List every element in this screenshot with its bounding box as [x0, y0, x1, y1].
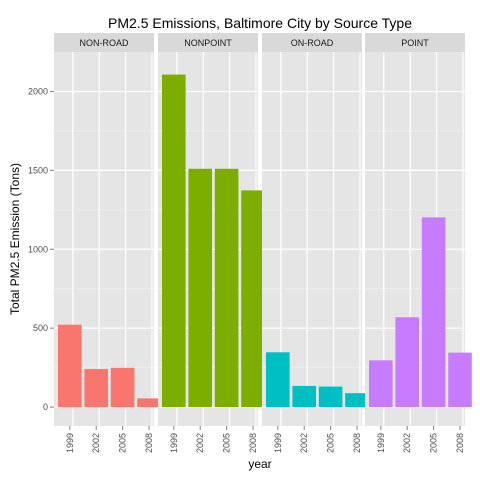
y-tick-label: 1500: [28, 165, 48, 175]
facet-strip: [262, 33, 362, 52]
x-tick-label: 2008: [144, 433, 154, 453]
bar: [137, 398, 161, 408]
x-tick-label: 2005: [326, 433, 336, 453]
facet-strip-label: NONPOINT: [184, 38, 232, 48]
bar: [292, 385, 316, 408]
y-axis-title: Total PM2.5 Emission (Tons): [8, 163, 22, 315]
bar: [448, 352, 472, 408]
bar: [266, 352, 290, 408]
y-tick-label: 1000: [28, 244, 48, 254]
x-tick-label: 2008: [248, 433, 258, 453]
y-tick-label: 500: [33, 323, 48, 333]
x-tick-label: 1999: [273, 433, 283, 453]
facet-strip: [158, 33, 258, 52]
facet-panels: NON-ROAD 1999 2002 2005 2008 NONPOINT 1999 2002…: [54, 33, 472, 453]
x-tick-label: 2002: [402, 433, 412, 453]
facet-strip-label: ON-ROAD: [291, 38, 334, 48]
bar: [214, 168, 239, 408]
bar: [421, 217, 446, 408]
x-tick-label: 2008: [352, 433, 362, 453]
x-axis-title: year: [248, 457, 271, 471]
bar: [110, 367, 135, 408]
x-tick-label: 2008: [455, 433, 465, 453]
facet-strip: [365, 33, 465, 52]
facet-panel: POINT 1999 2002 2005 2008: [365, 33, 472, 453]
x-tick-label: 2002: [299, 433, 309, 453]
bar: [58, 324, 82, 408]
facet-panel: ON-ROAD 1999 2002 2005 2008: [262, 33, 369, 453]
y-axis: 0 500 1000 1500 2000: [28, 86, 54, 412]
facet-panel: NON-ROAD 1999 2002 2005 2008: [54, 33, 161, 453]
bar: [241, 190, 265, 408]
x-tick-label: 2005: [118, 433, 128, 453]
x-tick-label: 2005: [222, 433, 232, 453]
chart-title: PM2.5 Emissions, Baltimore City by Sourc…: [108, 15, 412, 31]
y-tick-label: 0: [43, 402, 48, 412]
bar: [162, 74, 186, 408]
x-tick-label: 2002: [195, 433, 205, 453]
x-tick-label: 2005: [429, 433, 439, 453]
facet-strip-label: POINT: [401, 38, 429, 48]
x-tick-label: 1999: [169, 433, 179, 453]
bar: [318, 386, 343, 408]
bar: [369, 360, 393, 408]
bar: [188, 168, 212, 408]
y-tick-label: 2000: [28, 86, 48, 96]
x-tick-label: 2002: [91, 433, 101, 453]
bar: [395, 317, 419, 408]
x-tick-label: 1999: [65, 433, 75, 453]
facet-strip: [54, 33, 154, 52]
bar: [345, 393, 369, 408]
facet-panel: NONPOINT 1999 2002 2005 2008: [158, 33, 265, 453]
facet-strip-label: NON-ROAD: [80, 38, 129, 48]
bar: [84, 369, 108, 408]
x-tick-label: 1999: [376, 433, 386, 453]
